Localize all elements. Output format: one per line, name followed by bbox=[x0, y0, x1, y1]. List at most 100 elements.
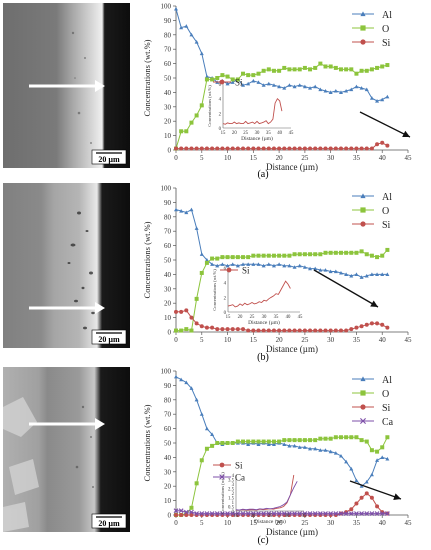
data-point-ca bbox=[276, 511, 282, 516]
data-point-o bbox=[302, 252, 307, 257]
data-point-ca bbox=[302, 511, 308, 516]
y-tick-label: 90 bbox=[164, 17, 172, 25]
data-point-o bbox=[282, 438, 287, 443]
data-point-si bbox=[261, 146, 266, 151]
data-point-si bbox=[380, 322, 385, 327]
data-point-si bbox=[256, 328, 261, 333]
data-point-al bbox=[174, 6, 178, 11]
data-point-al bbox=[354, 84, 359, 89]
inset-y-tick-label: 0 bbox=[219, 127, 222, 132]
data-point-si bbox=[215, 327, 220, 332]
data-point-si bbox=[318, 146, 323, 151]
legend-label: O bbox=[382, 389, 389, 400]
data-point-al bbox=[385, 94, 390, 99]
data-point-al bbox=[380, 455, 385, 459]
data-point-al bbox=[308, 446, 313, 451]
data-point-al bbox=[333, 88, 338, 93]
data-point-al bbox=[364, 87, 369, 92]
data-point-si bbox=[199, 324, 204, 329]
data-point-si bbox=[251, 146, 256, 151]
data-point-si bbox=[194, 146, 199, 151]
x-tick-label: 0 bbox=[174, 336, 178, 344]
data-point-al bbox=[302, 84, 307, 89]
inset-x-tick-label: 25 bbox=[243, 131, 248, 136]
legend-label: O bbox=[382, 206, 389, 217]
data-point-ca bbox=[178, 508, 184, 514]
data-point-al bbox=[220, 262, 225, 266]
data-point-al bbox=[271, 263, 276, 268]
data-point-ca bbox=[369, 511, 375, 516]
data-point-o bbox=[261, 439, 266, 444]
data-point-si bbox=[277, 328, 282, 333]
data-point-ca bbox=[338, 511, 344, 516]
data-point-o bbox=[277, 68, 282, 73]
sem-micrograph-b: 20 µm bbox=[3, 183, 130, 348]
data-point-o bbox=[333, 250, 338, 255]
x-tick-label: 45 bbox=[405, 154, 413, 162]
data-point-si bbox=[225, 327, 230, 332]
data-point-al bbox=[277, 262, 282, 266]
data-point-si bbox=[179, 309, 184, 314]
y-tick-label: 0 bbox=[168, 329, 172, 337]
y-tick-label: 60 bbox=[164, 425, 172, 433]
data-point-o bbox=[354, 250, 359, 255]
data-point-si bbox=[323, 328, 328, 333]
inset-x-tick-label: 20 bbox=[232, 131, 237, 136]
inset-y-tick-label: 4 bbox=[232, 474, 235, 479]
sem-micrograph-a: 20 µm bbox=[3, 3, 130, 168]
data-point-ca bbox=[312, 511, 318, 516]
x-tick-label: 25 bbox=[301, 519, 309, 527]
data-point-al bbox=[287, 83, 292, 87]
data-point-o bbox=[225, 255, 230, 260]
data-point-al bbox=[333, 269, 338, 274]
data-point-ca bbox=[220, 511, 225, 516]
y-tick-label: 60 bbox=[164, 60, 172, 68]
data-point-ca bbox=[292, 511, 297, 516]
data-point-o bbox=[271, 68, 276, 73]
data-point-o bbox=[380, 64, 385, 69]
data-point-si bbox=[189, 315, 194, 320]
inset-series-line-si bbox=[227, 280, 291, 308]
data-point-o bbox=[210, 256, 215, 261]
x-axis-label: Distance (µm) bbox=[266, 344, 318, 354]
data-point-o bbox=[318, 436, 323, 441]
sem-image-b: 20 µm bbox=[3, 183, 130, 348]
inset-legend-label: Si bbox=[235, 461, 243, 471]
inset-y-tick-label: 0 bbox=[224, 311, 227, 316]
y-tick-label: 50 bbox=[164, 440, 172, 448]
x-tick-label: 35 bbox=[353, 519, 361, 527]
inset-y-tick-label: 1 bbox=[232, 501, 235, 506]
data-point-o bbox=[194, 481, 199, 486]
data-point-si bbox=[271, 146, 276, 151]
y-tick-label: 10 bbox=[164, 497, 172, 505]
data-point-ca bbox=[189, 509, 194, 515]
data-point-al bbox=[199, 51, 204, 56]
data-point-si bbox=[287, 328, 292, 333]
legend-marker bbox=[360, 221, 366, 227]
data-point-al bbox=[204, 426, 209, 431]
data-point-si bbox=[354, 146, 359, 151]
data-point-ca bbox=[230, 511, 236, 516]
data-point-ca bbox=[317, 511, 323, 516]
data-point-al bbox=[210, 262, 215, 266]
x-tick-label: 40 bbox=[379, 519, 387, 527]
data-point-al bbox=[313, 446, 318, 451]
data-point-si bbox=[220, 327, 225, 332]
data-point-ca bbox=[287, 511, 292, 516]
y-tick-label: 50 bbox=[164, 257, 172, 265]
data-point-ca bbox=[235, 511, 241, 516]
data-point-si bbox=[246, 146, 251, 151]
scale-bar-label: 20 µm bbox=[98, 155, 120, 164]
data-point-o bbox=[385, 435, 390, 440]
y-axis-label: Concentrations (wt.%) bbox=[142, 39, 152, 116]
series-line-ca bbox=[176, 510, 388, 515]
data-point-o bbox=[297, 252, 302, 257]
sem-image-a: 20 µm bbox=[3, 3, 130, 168]
data-point-al bbox=[251, 262, 256, 266]
data-point-si bbox=[189, 513, 194, 517]
inset-legend-label: Si bbox=[235, 78, 243, 88]
data-point-o bbox=[369, 253, 374, 258]
data-point-al bbox=[313, 266, 318, 271]
x-tick-label: 15 bbox=[250, 519, 258, 527]
data-point-o bbox=[364, 252, 369, 257]
